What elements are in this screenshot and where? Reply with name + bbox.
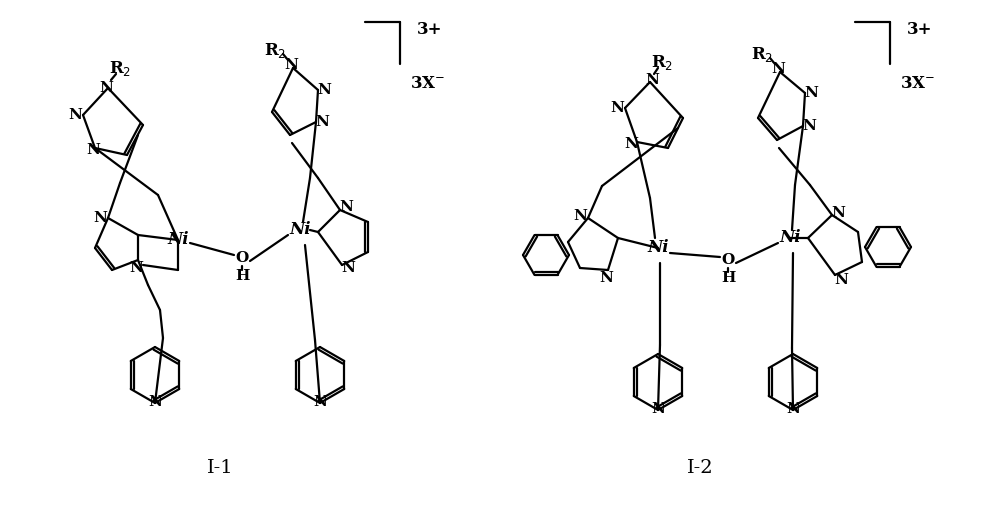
Text: N: N xyxy=(313,395,327,409)
Text: N: N xyxy=(802,119,816,133)
Text: N: N xyxy=(624,137,638,151)
Text: 3+: 3+ xyxy=(417,22,442,39)
Text: N: N xyxy=(804,86,818,100)
Text: N: N xyxy=(651,402,665,416)
Text: 3+: 3+ xyxy=(907,22,932,39)
Text: H: H xyxy=(235,269,249,283)
Text: N: N xyxy=(129,261,143,275)
Text: I-2: I-2 xyxy=(687,459,713,477)
Text: R$_2$: R$_2$ xyxy=(751,45,773,64)
Text: 3X$^{-}$: 3X$^{-}$ xyxy=(410,76,445,93)
Text: N: N xyxy=(93,211,107,225)
Text: N: N xyxy=(339,200,353,214)
Text: N: N xyxy=(341,261,355,275)
Text: R$_2$: R$_2$ xyxy=(264,41,286,60)
Text: N: N xyxy=(771,62,785,76)
Text: N: N xyxy=(834,273,848,287)
Text: N: N xyxy=(315,115,329,129)
Text: O: O xyxy=(235,251,249,265)
Text: I-1: I-1 xyxy=(207,459,233,477)
Text: N: N xyxy=(68,108,82,122)
Text: N: N xyxy=(86,143,100,157)
Text: N: N xyxy=(786,402,800,416)
Text: R$_2$: R$_2$ xyxy=(651,52,673,71)
Text: R$_2$: R$_2$ xyxy=(109,59,131,78)
Text: Ni: Ni xyxy=(647,240,669,256)
Text: N: N xyxy=(573,209,587,223)
Text: Ni: Ni xyxy=(289,222,311,238)
Text: 3X$^{-}$: 3X$^{-}$ xyxy=(900,76,935,93)
Text: N: N xyxy=(317,83,331,97)
Text: N: N xyxy=(610,101,624,115)
Text: N: N xyxy=(831,206,845,220)
Text: N: N xyxy=(99,81,113,95)
Text: N: N xyxy=(645,73,659,87)
Text: N: N xyxy=(599,271,613,285)
Text: O: O xyxy=(721,253,735,267)
Text: Ni: Ni xyxy=(167,231,189,248)
Text: N: N xyxy=(148,395,162,409)
Text: H: H xyxy=(721,271,735,285)
Text: Ni: Ni xyxy=(779,229,801,247)
Text: N: N xyxy=(284,58,298,72)
